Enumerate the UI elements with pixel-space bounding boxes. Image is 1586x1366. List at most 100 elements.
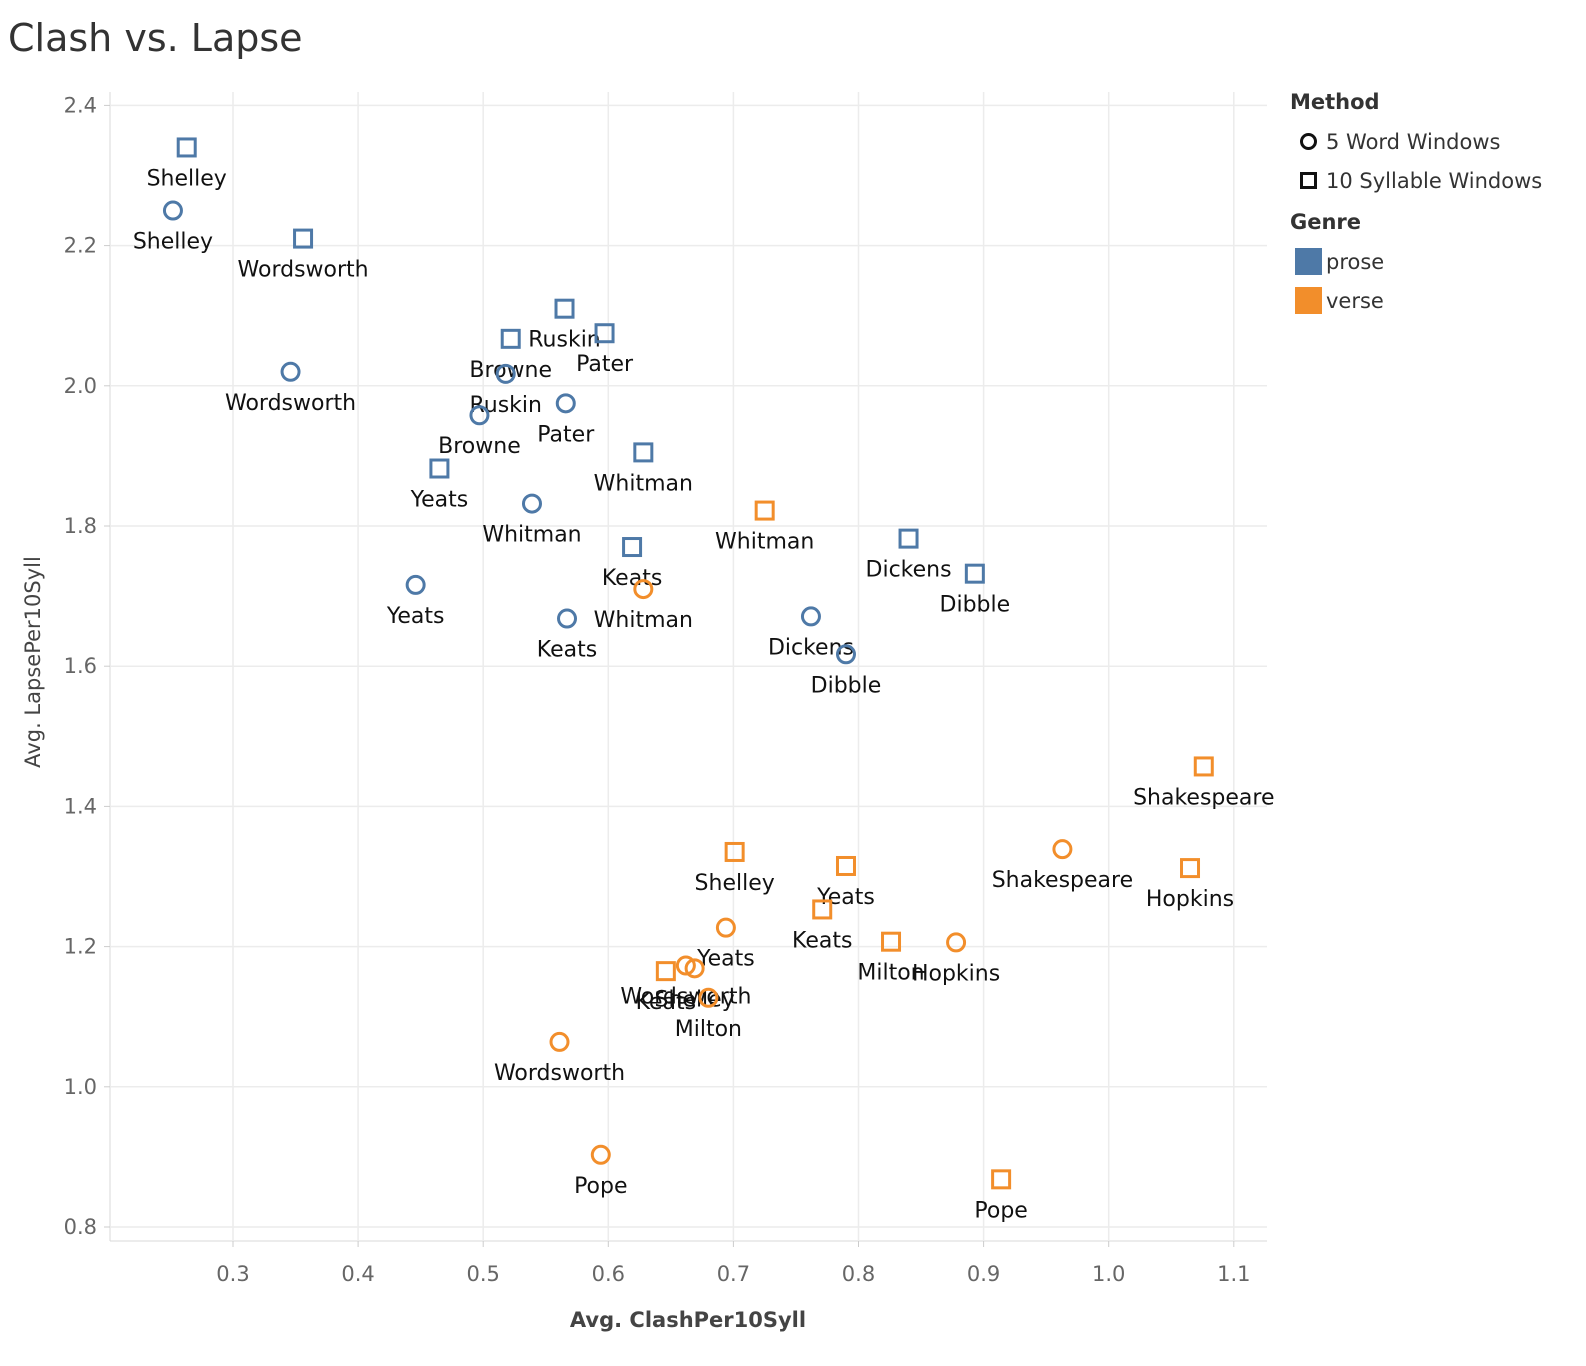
data-label: Hopkins <box>1146 887 1234 912</box>
data-point-circle[interactable] <box>946 932 967 953</box>
data-point-circle[interactable] <box>633 579 654 600</box>
data-point-circle[interactable] <box>557 608 578 629</box>
data-label: Yeats <box>386 604 445 629</box>
data-label: Dibble <box>811 673 882 698</box>
data-label: Shelley <box>133 230 213 255</box>
prose-color-swatch <box>1290 248 1326 275</box>
data-label: Pater <box>576 352 634 377</box>
data-label: Whitman <box>482 523 581 548</box>
data-label: Pater <box>537 422 595 447</box>
square-marker-icon <box>1290 172 1326 189</box>
y-tick-label: 0.8 <box>64 1215 97 1239</box>
data-label: Ruskin <box>469 393 542 418</box>
data-point-circle[interactable] <box>280 361 301 382</box>
legend-item-label: 5 Word Windows <box>1326 129 1501 154</box>
x-tick-label: 0.8 <box>842 1262 875 1286</box>
data-point-square[interactable] <box>1193 756 1214 777</box>
data-label: Browne <box>469 358 552 383</box>
chart-title: Clash vs. Lapse <box>8 16 303 60</box>
data-point-square[interactable] <box>293 228 314 249</box>
circle-marker-icon <box>1290 133 1326 150</box>
legend-item-verse[interactable]: verse <box>1290 281 1542 320</box>
legend-item-label: 10 Syllable Windows <box>1326 168 1543 193</box>
data-point-circle[interactable] <box>1052 839 1073 860</box>
data-point-circle[interactable] <box>162 200 183 221</box>
y-tick-label: 1.8 <box>64 514 97 538</box>
data-label: Shelley <box>147 166 227 191</box>
data-label: Yeats <box>410 488 469 513</box>
data-point-square[interactable] <box>835 855 856 876</box>
y-tick-label: 1.0 <box>64 1075 97 1099</box>
data-point-square[interactable] <box>898 528 919 549</box>
data-label: Keats <box>636 990 696 1015</box>
data-label: Yeats <box>816 885 875 910</box>
data-point-square[interactable] <box>964 563 985 584</box>
data-point-square[interactable] <box>176 137 197 158</box>
legend-item-5-word-windows[interactable]: 5 Word Windows <box>1290 122 1542 161</box>
y-tick-label: 1.4 <box>64 794 97 818</box>
data-point-square[interactable] <box>812 899 833 920</box>
data-label: Wordsworth <box>494 1061 625 1086</box>
legend-item-label: verse <box>1326 288 1384 313</box>
data-point-square[interactable] <box>554 298 575 319</box>
data-label: Wordsworth <box>238 258 369 283</box>
data-point-square[interactable] <box>633 442 654 463</box>
data-label: Whitman <box>594 471 693 496</box>
data-point-circle[interactable] <box>469 405 490 426</box>
legend-item-10-syllable-windows[interactable]: 10 Syllable Windows <box>1290 161 1542 200</box>
data-point-square[interactable] <box>429 458 450 479</box>
data-label: Keats <box>792 928 852 953</box>
data-label: Shelley <box>655 987 735 1012</box>
data-label: Keats <box>537 638 597 663</box>
data-point-square[interactable] <box>991 1169 1012 1190</box>
data-point-circle[interactable] <box>800 606 821 627</box>
data-label: Milton <box>675 1017 742 1042</box>
legend-method-title: Method <box>1290 90 1380 114</box>
data-label: Hopkins <box>912 961 1000 986</box>
data-label: Shakespeare <box>992 868 1133 893</box>
data-point-circle[interactable] <box>675 955 696 976</box>
data-label: Dibble <box>940 593 1011 618</box>
legend-item-label: prose <box>1326 249 1385 274</box>
data-point-circle[interactable] <box>715 917 736 938</box>
data-point-circle[interactable] <box>549 1031 570 1052</box>
y-tick-label: 2.0 <box>64 374 97 398</box>
data-point-circle[interactable] <box>590 1144 611 1165</box>
data-point-square[interactable] <box>655 961 676 982</box>
data-point-circle[interactable] <box>835 644 856 665</box>
data-point-circle[interactable] <box>555 393 576 414</box>
data-label: Keats <box>602 566 662 591</box>
data-label: Shelley <box>695 871 775 896</box>
data-label: Wordsworth <box>225 391 356 416</box>
data-point-square[interactable] <box>754 500 775 521</box>
data-point-square[interactable] <box>594 323 615 344</box>
data-label: Whitman <box>715 530 814 555</box>
data-label: Pope <box>974 1198 1027 1223</box>
data-point-circle[interactable] <box>521 493 542 514</box>
verse-color-swatch <box>1290 287 1326 314</box>
x-tick-label: 0.7 <box>717 1262 750 1286</box>
data-label: Shakespeare <box>1133 785 1274 810</box>
data-point-square[interactable] <box>1180 858 1201 879</box>
data-point-circle[interactable] <box>495 363 516 384</box>
x-tick-label: 0.9 <box>967 1262 1000 1286</box>
data-point-square[interactable] <box>622 537 643 558</box>
y-tick-label: 2.4 <box>64 93 97 117</box>
y-tick-label: 1.6 <box>64 654 97 678</box>
y-axis-title: Avg. LapsePer10Syll <box>21 556 45 768</box>
x-tick-label: 0.5 <box>466 1262 499 1286</box>
x-tick-label: 1.0 <box>1092 1262 1125 1286</box>
data-point-square[interactable] <box>881 931 902 952</box>
data-label: Wordsworth <box>620 985 751 1010</box>
data-label: Milton <box>857 961 924 986</box>
data-point-square[interactable] <box>724 841 745 862</box>
data-point-circle[interactable] <box>698 987 719 1008</box>
x-tick-label: 1.1 <box>1217 1262 1250 1286</box>
legend-item-prose[interactable]: prose <box>1290 242 1542 281</box>
data-point-circle[interactable] <box>405 574 426 595</box>
x-axis-title: Avg. ClashPer10Syll <box>570 1308 806 1332</box>
data-point-square[interactable] <box>500 328 521 349</box>
x-tick-label: 0.6 <box>592 1262 625 1286</box>
data-point-circle[interactable] <box>684 958 705 979</box>
data-label: Browne <box>438 434 521 459</box>
